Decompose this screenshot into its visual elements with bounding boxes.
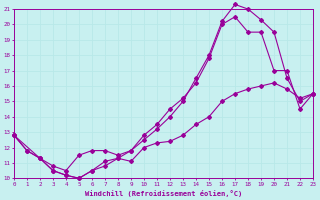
X-axis label: Windchill (Refroidissement éolien,°C): Windchill (Refroidissement éolien,°C) [85,190,242,197]
